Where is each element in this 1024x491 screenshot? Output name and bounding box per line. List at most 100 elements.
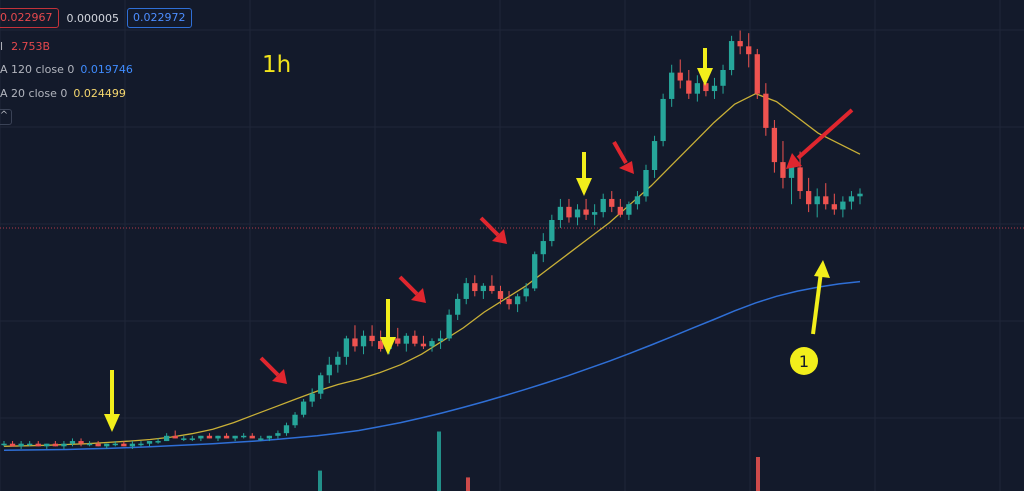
candle bbox=[857, 188, 863, 205]
candle-body bbox=[232, 435, 238, 439]
candle bbox=[840, 196, 846, 218]
candle-body bbox=[352, 338, 358, 347]
candle-body bbox=[52, 443, 59, 447]
candle-body bbox=[694, 83, 701, 94]
candle bbox=[660, 93, 666, 147]
candle-body bbox=[335, 356, 341, 365]
candle-body bbox=[121, 443, 127, 447]
candle bbox=[95, 441, 101, 447]
candle bbox=[292, 412, 298, 428]
candle bbox=[583, 198, 589, 220]
candle bbox=[523, 283, 529, 302]
collapse-legend-button[interactable]: ^ bbox=[0, 109, 12, 125]
candle bbox=[9, 441, 16, 447]
candle-body bbox=[429, 341, 435, 347]
candle-body bbox=[95, 443, 101, 447]
candle bbox=[395, 327, 401, 347]
candle bbox=[352, 325, 358, 352]
candle bbox=[335, 351, 341, 373]
candle-body bbox=[532, 254, 538, 289]
candle bbox=[129, 441, 136, 449]
candle bbox=[780, 141, 786, 189]
candle bbox=[318, 372, 324, 399]
buy-price-box[interactable]: 0.022972 bbox=[127, 8, 192, 28]
candle-body bbox=[591, 212, 598, 215]
candle-body bbox=[831, 204, 837, 210]
candles-group bbox=[1, 30, 863, 449]
candle-body bbox=[489, 285, 495, 292]
candle bbox=[694, 75, 701, 102]
candle-body bbox=[138, 443, 144, 446]
candle bbox=[728, 35, 735, 76]
candle bbox=[138, 441, 144, 447]
candle-body bbox=[463, 283, 469, 299]
candle bbox=[848, 191, 855, 210]
candle-body bbox=[455, 298, 461, 315]
candle-body bbox=[86, 443, 93, 446]
candle-body bbox=[600, 198, 606, 213]
candle-body bbox=[728, 41, 735, 70]
candle-body bbox=[771, 127, 778, 163]
candle-body bbox=[660, 98, 666, 142]
candle-body bbox=[172, 435, 178, 439]
candle bbox=[206, 433, 213, 439]
candle bbox=[215, 435, 221, 442]
red-arrow-icon bbox=[479, 216, 507, 244]
candle bbox=[309, 388, 315, 407]
candle-body bbox=[814, 196, 820, 205]
candle bbox=[18, 441, 24, 449]
candle-body bbox=[626, 204, 632, 215]
timeframe-label: 1h bbox=[262, 52, 292, 78]
candle-body bbox=[189, 438, 195, 440]
candle-body bbox=[18, 443, 24, 447]
candle bbox=[617, 198, 623, 218]
candle bbox=[455, 293, 461, 320]
volume-bar bbox=[437, 431, 441, 491]
candle-body bbox=[609, 198, 615, 207]
sell-price-box[interactable]: 0.022967 bbox=[0, 8, 59, 28]
candle-body bbox=[711, 85, 718, 92]
yellow-up-arrow-icon bbox=[811, 260, 830, 335]
candle bbox=[275, 430, 281, 439]
candle bbox=[437, 330, 444, 349]
candle-body bbox=[566, 206, 572, 218]
candle bbox=[540, 233, 546, 263]
candle bbox=[823, 183, 829, 210]
volume-bars bbox=[318, 431, 760, 491]
candle-body bbox=[1, 443, 7, 446]
candle bbox=[532, 251, 538, 292]
candle bbox=[326, 356, 332, 384]
candle bbox=[814, 188, 820, 218]
ma20-label: A 20 close 0 bbox=[0, 87, 68, 100]
candle-body bbox=[617, 206, 623, 215]
candle bbox=[69, 438, 76, 447]
candle-body bbox=[69, 441, 76, 444]
candle bbox=[86, 441, 93, 447]
candle bbox=[651, 135, 658, 178]
candle bbox=[181, 435, 187, 442]
candle bbox=[189, 435, 195, 442]
candle bbox=[343, 335, 350, 365]
candle-body bbox=[797, 167, 803, 192]
volume-bar bbox=[318, 470, 322, 491]
candle-body bbox=[651, 141, 658, 170]
candle-body bbox=[446, 314, 452, 339]
candle bbox=[557, 198, 564, 228]
candle-body bbox=[472, 283, 478, 292]
candle bbox=[574, 204, 581, 226]
candle bbox=[805, 177, 812, 213]
candle bbox=[506, 291, 512, 310]
candle-body bbox=[223, 435, 230, 439]
candle bbox=[163, 433, 170, 442]
candle bbox=[249, 433, 255, 439]
candle bbox=[626, 201, 632, 220]
candle-body bbox=[857, 193, 863, 197]
volume-bar bbox=[466, 477, 470, 491]
candle bbox=[377, 330, 384, 352]
candle-body bbox=[78, 441, 84, 444]
candle-body bbox=[258, 438, 264, 440]
candle-body bbox=[241, 435, 247, 438]
candle bbox=[104, 443, 110, 449]
